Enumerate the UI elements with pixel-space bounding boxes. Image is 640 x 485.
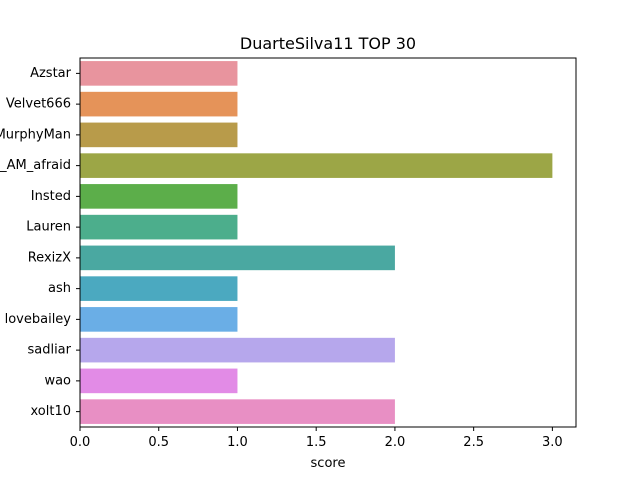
y-tick-label-velvet666: Velvet666 bbox=[6, 97, 71, 112]
y-tick-label-azstar: Azstar bbox=[30, 66, 72, 81]
bar-murphyman bbox=[80, 122, 238, 148]
y-tick-label-rexizx: RexizX bbox=[28, 250, 71, 265]
y-tick-label-lovebailey: lovebailey bbox=[5, 312, 72, 327]
x-axis: 0.0 0.5 1.0 1.5 2.0 2.5 3.0 bbox=[70, 427, 563, 450]
x-tick-label: 0.5 bbox=[148, 435, 169, 450]
x-tick-label: 0.0 bbox=[70, 435, 91, 450]
bars-group bbox=[80, 61, 553, 424]
y-tick-label-ash: ash bbox=[48, 281, 71, 296]
y-tick-label-insted: Insted bbox=[31, 189, 71, 204]
bar-sadliar bbox=[80, 337, 395, 363]
bar-lovebailey bbox=[80, 307, 238, 332]
bar-rexizx bbox=[80, 245, 395, 271]
y-tick-label-wao: wao bbox=[44, 373, 71, 388]
x-tick-label: 1.5 bbox=[306, 435, 327, 450]
bar-insted bbox=[80, 184, 238, 209]
x-tick-label: 2.0 bbox=[385, 435, 406, 450]
x-tick-label: 3.0 bbox=[542, 435, 563, 450]
y-tick-label-murphyman: MurphyMan bbox=[0, 127, 71, 142]
y-tick-label-lauren: Lauren bbox=[26, 220, 71, 235]
y-tick-label-xolt10: xolt10 bbox=[31, 404, 72, 419]
bar-i-am-afraid bbox=[80, 153, 553, 178]
bar-ash bbox=[80, 276, 238, 301]
x-tick-label: 2.5 bbox=[463, 435, 484, 450]
bar-xolt10 bbox=[80, 399, 395, 424]
y-tick-label-i-am-afraid: I_AM_afraid bbox=[0, 158, 71, 173]
y-tick-label-sadliar: sadliar bbox=[27, 343, 71, 358]
bar-azstar bbox=[80, 61, 238, 86]
y-axis: Azstar Velvet666 MurphyMan I_AM_afraid Inste… bbox=[0, 66, 80, 419]
chart-title: DuarteSilva11 TOP 30 bbox=[240, 34, 416, 53]
plot-frame bbox=[79, 57, 577, 428]
x-tick-label: 1.0 bbox=[227, 435, 248, 450]
x-axis-label: score bbox=[311, 456, 346, 471]
bar-wao bbox=[80, 368, 238, 394]
bar-lauren bbox=[80, 214, 238, 240]
bar-velvet666 bbox=[80, 91, 238, 117]
